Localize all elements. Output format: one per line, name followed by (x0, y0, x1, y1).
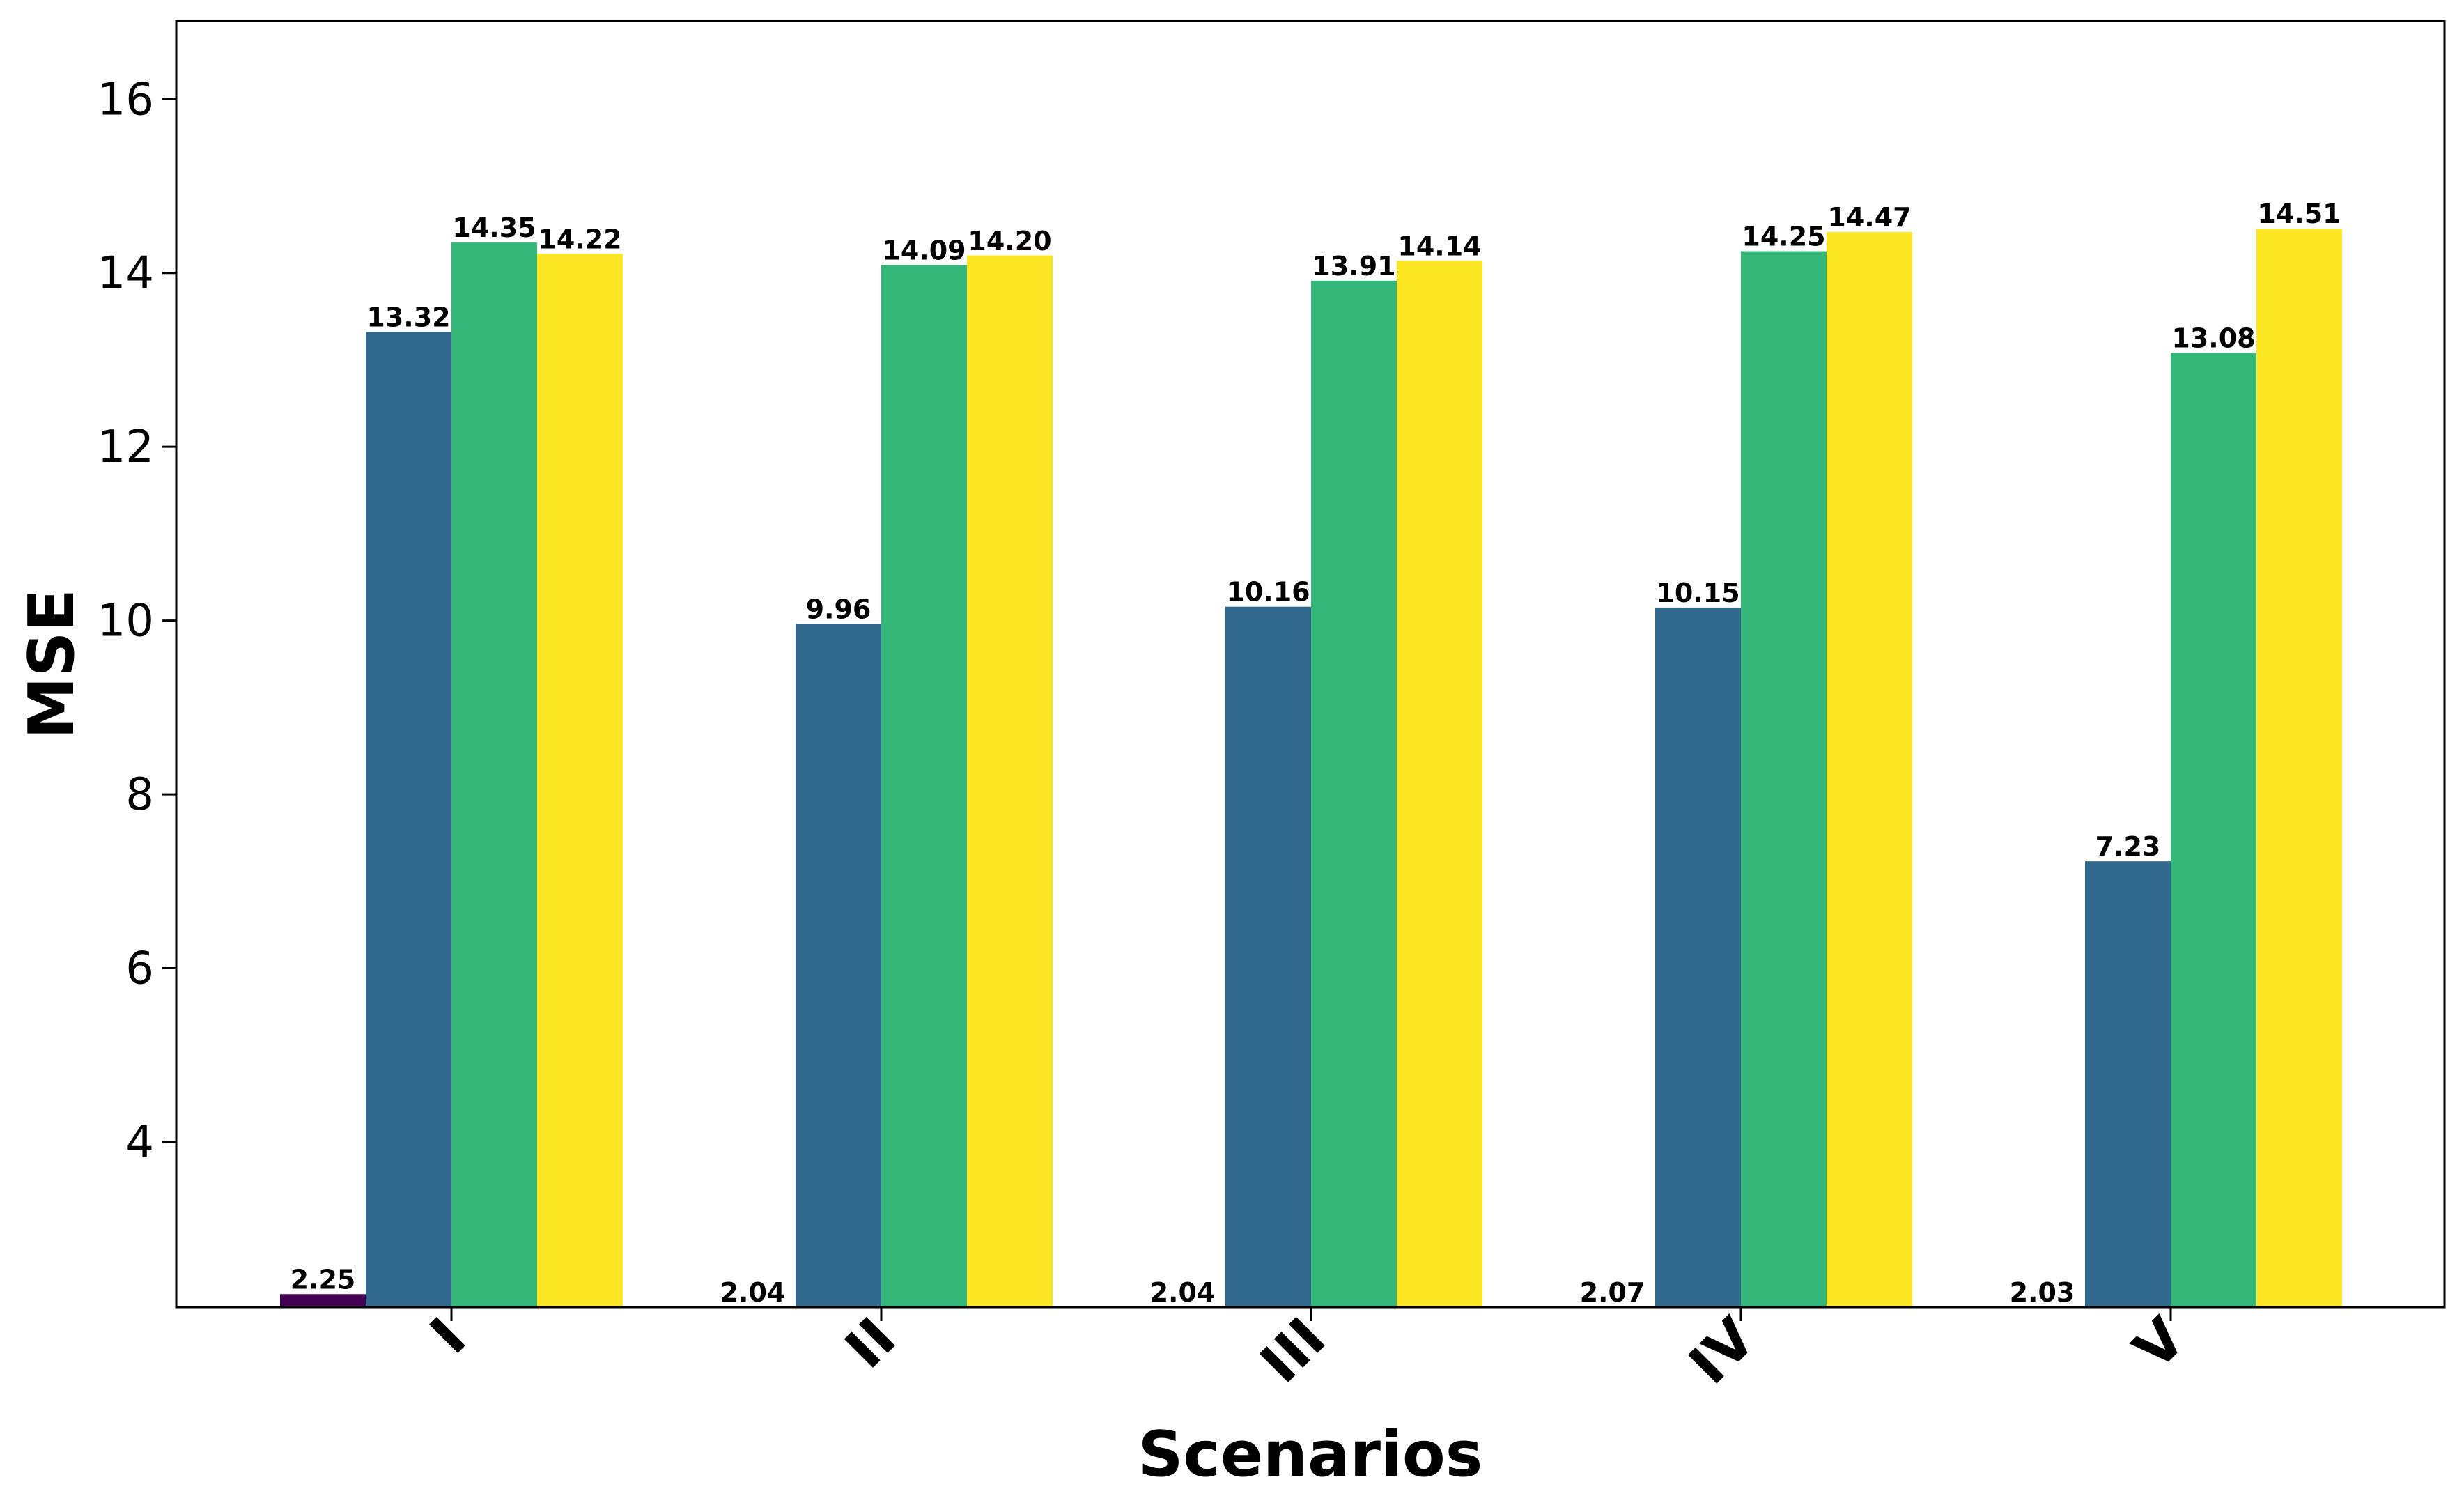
y-tick-label: 10 (98, 596, 154, 647)
bar-series-3-I (451, 242, 537, 1308)
data-label: 14.14 (1397, 231, 1481, 261)
x-tick-label: II (833, 1306, 908, 1381)
x-tick-label: V (2121, 1306, 2198, 1382)
data-label: 13.91 (1312, 251, 1395, 281)
bar-series-2-III (1225, 606, 1311, 1307)
bar-series-2-II (796, 624, 881, 1307)
bar-series-4-V (2256, 229, 2342, 1308)
data-labels-layer: 2.25 2.04 2.04 2.07 2.03 13.32 9.96 10.16 10.15 7… (290, 199, 2341, 1308)
data-label: 10.16 (1226, 577, 1310, 608)
x-axis-title: Scenarios (1138, 1418, 1483, 1491)
data-label: 10.15 (1656, 578, 1739, 608)
data-label: 2.07 (1580, 1277, 1645, 1308)
x-axis: I II III IV V (418, 1306, 2198, 1397)
data-label: 13.32 (366, 302, 450, 333)
bar-series-3-III (1311, 280, 1397, 1307)
data-label: 13.08 (2171, 323, 2255, 353)
bar-series-4-II (967, 255, 1053, 1307)
y-axis-title: MSE (15, 589, 88, 739)
y-tick-label: 4 (125, 1117, 154, 1168)
y-tick-label: 6 (125, 943, 154, 995)
data-label: 2.25 (290, 1264, 356, 1295)
bar-series-3-II (881, 265, 967, 1308)
bar-series-4-IV (1827, 232, 1912, 1307)
data-label: 14.51 (2257, 199, 2341, 229)
y-axis: 4 6 8 10 12 14 16 (98, 74, 176, 1168)
data-label: 14.22 (538, 224, 621, 254)
bar-series-1-I (280, 1294, 366, 1307)
y-tick-label: 14 (98, 248, 154, 300)
y-tick-label: 8 (125, 769, 154, 821)
x-tick-label: IV (1677, 1306, 1768, 1397)
bar-series-3-V (2171, 353, 2256, 1308)
data-label: 7.23 (2095, 831, 2161, 862)
bars-layer (280, 229, 2342, 1308)
bar-series-2-IV (1655, 607, 1741, 1307)
bar-series-2-V (2085, 861, 2171, 1307)
data-label: 2.04 (720, 1277, 786, 1308)
data-label: 2.03 (2010, 1277, 2075, 1308)
data-label: 14.47 (1827, 202, 1911, 233)
data-label: 14.20 (968, 226, 1051, 256)
data-label: 14.35 (452, 213, 536, 243)
data-label: 2.04 (1150, 1277, 1216, 1308)
x-tick-label: III (1248, 1306, 1338, 1396)
bar-series-3-IV (1741, 251, 1827, 1307)
data-label: 14.25 (1742, 222, 1825, 252)
data-label: 14.09 (882, 235, 966, 265)
bar-series-4-I (537, 254, 623, 1308)
data-label: 9.96 (806, 594, 871, 625)
x-tick-label: I (418, 1306, 479, 1366)
y-tick-label: 16 (98, 74, 154, 125)
bar-series-4-III (1397, 261, 1482, 1308)
bar-series-2-I (366, 332, 451, 1307)
y-tick-label: 12 (98, 422, 154, 473)
